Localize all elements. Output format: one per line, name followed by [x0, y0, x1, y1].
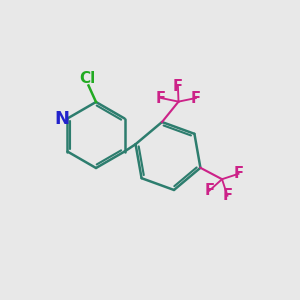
- Text: F: F: [233, 166, 244, 181]
- Text: Cl: Cl: [79, 71, 95, 86]
- Text: F: F: [156, 91, 166, 106]
- Text: F: F: [204, 183, 214, 198]
- Text: F: F: [173, 79, 183, 94]
- Text: F: F: [222, 188, 233, 203]
- Text: F: F: [191, 91, 201, 106]
- Text: N: N: [55, 110, 70, 128]
